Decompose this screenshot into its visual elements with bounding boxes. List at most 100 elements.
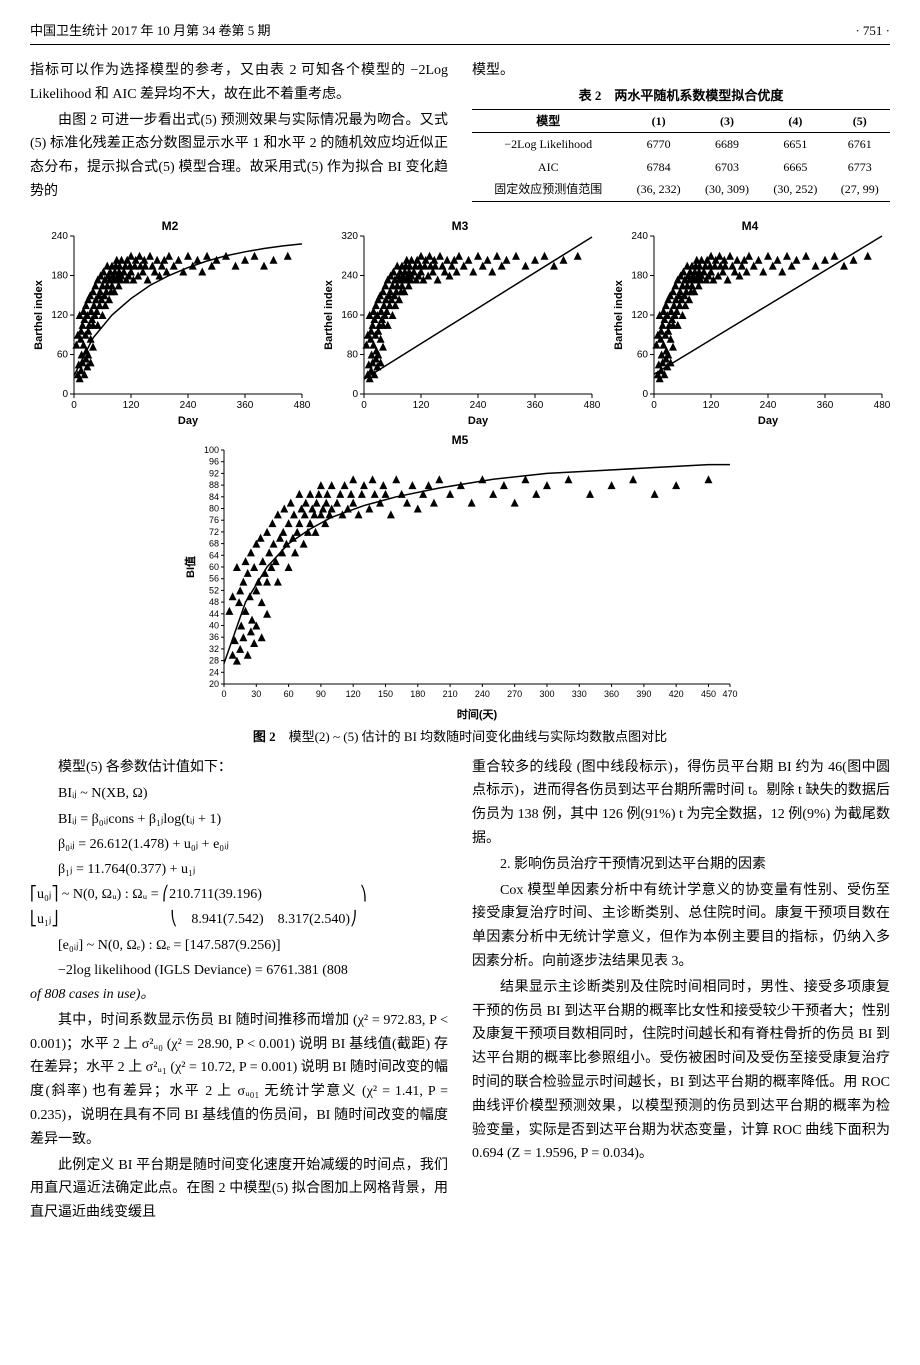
svg-text:M2: M2: [162, 219, 179, 233]
svg-text:240: 240: [475, 689, 490, 699]
svg-text:68: 68: [209, 538, 219, 548]
svg-text:240: 240: [341, 270, 358, 281]
eq-1: BIᵢⱼ ~ N(XB, Ω): [58, 781, 448, 806]
eq-e: [e₀ᵢⱼ] ~ N(0, Ωₑ) : Ωₑ = [147.587(9.256)…: [58, 933, 448, 958]
svg-text:20: 20: [209, 679, 219, 689]
body-h2: 2. 影响伤员治疗干预情况到达平台期的因素: [472, 853, 890, 877]
svg-text:M3: M3: [452, 219, 469, 233]
eq-dev: −2log likelihood (IGLS Deviance) = 6761.…: [58, 958, 448, 983]
svg-text:80: 80: [347, 349, 359, 360]
svg-text:480: 480: [874, 400, 890, 411]
lower-left: 模型(5) 各参数估计值如下： BIᵢⱼ ~ N(XB, Ω) BIᵢⱼ = β…: [30, 756, 448, 1227]
svg-text:84: 84: [209, 491, 219, 501]
svg-text:80: 80: [209, 503, 219, 513]
svg-text:210: 210: [443, 689, 458, 699]
svg-text:240: 240: [470, 400, 487, 411]
fig2-label: 图 2: [253, 729, 276, 744]
intro-p2: 由图 2 可进一步看出式(5) 预测效果与实际情况最为吻合。又式(5) 标准化残…: [30, 109, 448, 204]
svg-text:Barthel index: Barthel index: [323, 279, 335, 350]
lower-right: 重合较多的线段 (图中线段标示)，得伤员平台期 BI 约为 46(图中圆点标示)…: [472, 756, 890, 1227]
svg-text:240: 240: [180, 400, 197, 411]
svg-text:90: 90: [316, 689, 326, 699]
svg-text:M5: M5: [452, 433, 469, 447]
eq-2: BIᵢⱼ = β₀ᵢⱼcons + β₁ⱼlog(tᵢⱼ + 1): [58, 807, 448, 832]
eq-3: β₀ᵢⱼ = 26.612(1.478) + u₀ⱼ + e₀ᵢⱼ: [58, 832, 448, 857]
table2: 模型(1)(3)(4)(5) −2Log Likelihood677066896…: [472, 109, 890, 202]
svg-text:160: 160: [341, 310, 358, 321]
svg-text:360: 360: [817, 400, 834, 411]
svg-text:420: 420: [669, 689, 684, 699]
chart-m3: M30801602403200120240360480DayBarthel in…: [320, 218, 600, 428]
svg-text:60: 60: [209, 562, 219, 572]
eq-matrix-2: ⎣u₁ⱼ⎦ ⎝ 8.941(7.542) 8.317(2.540)⎠: [30, 907, 448, 932]
svg-text:100: 100: [204, 445, 219, 455]
svg-text:330: 330: [572, 689, 587, 699]
svg-text:360: 360: [237, 400, 254, 411]
eq-4: β₁ⱼ = 11.764(0.377) + u₁ⱼ: [58, 857, 448, 882]
svg-text:30: 30: [251, 689, 261, 699]
svg-text:0: 0: [71, 400, 77, 411]
svg-text:60: 60: [284, 689, 294, 699]
svg-text:56: 56: [209, 573, 219, 583]
svg-text:180: 180: [631, 270, 648, 281]
svg-text:32: 32: [209, 643, 219, 653]
svg-text:470: 470: [722, 689, 737, 699]
svg-text:92: 92: [209, 468, 219, 478]
svg-text:M4: M4: [742, 219, 759, 233]
svg-text:96: 96: [209, 456, 219, 466]
svg-text:0: 0: [651, 400, 657, 411]
page-number: · 751 ·: [855, 20, 890, 42]
svg-text:60: 60: [57, 349, 69, 360]
svg-text:Day: Day: [178, 415, 199, 427]
body-p4: 此例定义 BI 平台期是随时间变化速度开始减缓的时间点，我们用直尺逼近法确定此点…: [30, 1154, 448, 1225]
svg-text:0: 0: [361, 400, 367, 411]
svg-text:64: 64: [209, 550, 219, 560]
chart-m4: M40601201802400120240360480DayBarthel in…: [610, 218, 890, 428]
svg-text:360: 360: [527, 400, 544, 411]
svg-text:44: 44: [209, 608, 219, 618]
chart-m5: M520242832364044485256606468727680848892…: [180, 432, 740, 722]
body-p7: 结果显示主诊断类别及住院时间相同时，男性、接受多项康复干预的伤员 BI 到达平台…: [472, 976, 890, 1166]
svg-text:240: 240: [51, 231, 68, 242]
intro-p2r: 模型。: [472, 59, 890, 83]
svg-text:Day: Day: [758, 415, 779, 427]
eq-matrix-1: ⎡u₀ⱼ⎤ ~ N(0, Ωᵤ) : Ωᵤ = ⎛210.711(39.196)…: [30, 882, 448, 907]
svg-text:480: 480: [584, 400, 600, 411]
intro-left: 指标可以作为选择模型的参考，又由表 2 可知各个模型的 −2Log Likeli…: [30, 59, 448, 209]
svg-text:52: 52: [209, 585, 219, 595]
svg-text:0: 0: [62, 389, 68, 400]
svg-text:48: 48: [209, 597, 219, 607]
svg-text:480: 480: [294, 400, 310, 411]
svg-text:36: 36: [209, 632, 219, 642]
svg-text:240: 240: [631, 231, 648, 242]
page-header: 中国卫生统计 2017 年 10 月第 34 卷第 5 期 · 751 ·: [30, 20, 890, 45]
svg-text:150: 150: [378, 689, 393, 699]
svg-text:120: 120: [703, 400, 720, 411]
table2-caption: 表 2 两水平随机系数模型拟合优度: [472, 85, 890, 107]
svg-text:450: 450: [701, 689, 716, 699]
svg-text:76: 76: [209, 515, 219, 525]
svg-text:88: 88: [209, 480, 219, 490]
chart-m2: M20601201802400120240360480DayBarthel in…: [30, 218, 310, 428]
eq-intro: 模型(5) 各参数估计值如下：: [30, 756, 448, 780]
svg-text:Barthel index: Barthel index: [33, 279, 45, 350]
chart-m5-wrap: M520242832364044485256606468727680848892…: [30, 432, 890, 722]
svg-text:120: 120: [51, 310, 68, 321]
body-p6: Cox 模型单因素分析中有统计学意义的协变量有性别、受伤至接受康复治疗时间、主诊…: [472, 879, 890, 974]
svg-text:0: 0: [352, 389, 358, 400]
body-p5: 重合较多的线段 (图中线段标示)，得伤员平台期 BI 约为 46(图中圆点标示)…: [472, 756, 890, 851]
svg-text:Barthel index: Barthel index: [613, 279, 625, 350]
svg-text:360: 360: [604, 689, 619, 699]
svg-text:BI值: BI值: [183, 556, 197, 578]
fig2-caption: 图 2 模型(2) ~ (5) 估计的 BI 均数随时间变化曲线与实际均数散点图…: [30, 726, 890, 748]
svg-text:Day: Day: [468, 415, 489, 427]
charts-row-small: M2 0 60 120 180 240 0 120 240 360 480 Day Barthel in…: [30, 218, 890, 428]
svg-text:120: 120: [346, 689, 361, 699]
svg-text:390: 390: [636, 689, 651, 699]
svg-text:270: 270: [507, 689, 522, 699]
intro-right: 模型。 表 2 两水平随机系数模型拟合优度 模型(1)(3)(4)(5) −2L…: [472, 59, 890, 209]
svg-text:320: 320: [341, 231, 358, 242]
eq-dev2: of 808 cases in use)。: [30, 983, 448, 1007]
svg-text:时间(天): 时间(天): [457, 707, 498, 721]
svg-text:180: 180: [51, 270, 68, 281]
